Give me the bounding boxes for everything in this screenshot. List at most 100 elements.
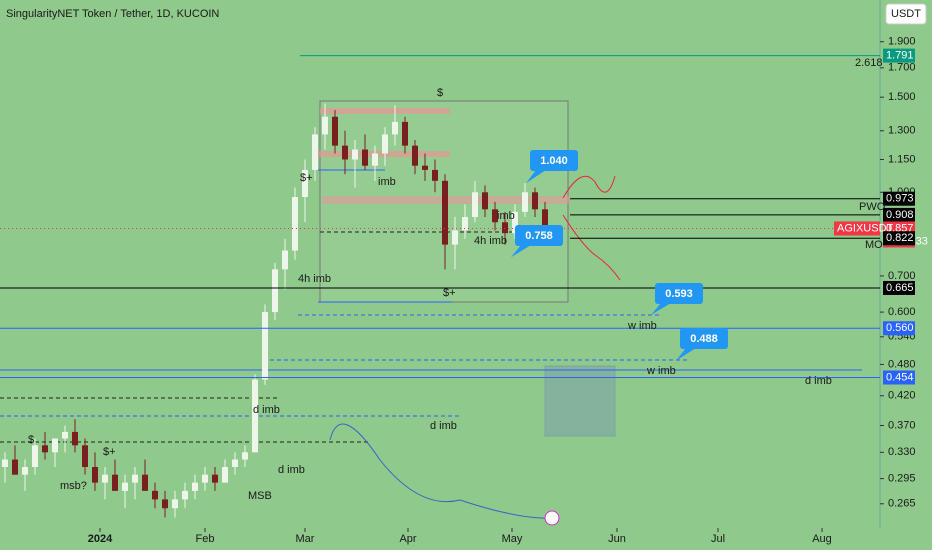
price-tag — [883, 231, 915, 246]
currency[interactable]: USDT — [891, 8, 921, 20]
y-tick-label: 1.300 — [888, 125, 916, 137]
candle-body — [152, 490, 158, 500]
x-tick-label: Mar — [296, 533, 315, 545]
annotation: $+ — [300, 172, 313, 184]
candle-body — [372, 153, 378, 166]
candle-body — [492, 209, 498, 223]
annotation: d imb — [253, 404, 280, 416]
y-tick-label: 0.330 — [888, 446, 916, 458]
annotation: imb — [497, 210, 515, 222]
candle-body — [542, 209, 548, 229]
callout-pointer — [651, 303, 671, 315]
callout-pointer — [511, 245, 531, 258]
candle-body — [322, 116, 328, 135]
candle-body — [412, 145, 418, 166]
annotation: imb — [378, 176, 396, 188]
callout-label: 0.593 — [665, 288, 693, 300]
symbol-tag — [834, 221, 880, 236]
candle-body — [82, 445, 88, 467]
x-tick-label: Feb — [196, 533, 215, 545]
flash-icon — [544, 510, 560, 526]
candle-body — [172, 499, 178, 509]
level-note: MO — [865, 239, 883, 251]
y-tick-label: 0.480 — [888, 358, 916, 370]
candle-body — [12, 459, 18, 475]
price-tag-label: 0.560 — [886, 322, 914, 334]
candle-body — [32, 445, 38, 467]
candle-body — [282, 250, 288, 270]
price-tag-label: 0.454 — [886, 371, 914, 383]
candle-body — [22, 466, 28, 475]
price-tag — [883, 370, 915, 385]
candle-body — [112, 474, 118, 491]
price-tag — [883, 207, 915, 222]
price-tag-label: 0.822 — [886, 232, 914, 244]
candle-body — [452, 230, 458, 245]
candle-body — [262, 312, 268, 380]
moving-average — [329, 423, 556, 519]
symbol-tag-label: AGIXUSDT — [837, 222, 894, 234]
candle-body — [42, 445, 48, 453]
candle-body — [212, 474, 218, 483]
annotation: d imb — [430, 420, 457, 432]
price-tag-label: 0.908 — [886, 209, 914, 221]
x-tick-label: 2024 — [88, 533, 113, 545]
y-tick-label: 1.900 — [888, 36, 916, 48]
projection — [562, 214, 621, 281]
candle-body — [242, 452, 248, 460]
candle-body — [332, 116, 338, 146]
y-tick-label: 0.420 — [888, 390, 916, 402]
price-tag — [883, 321, 915, 336]
candle-body — [92, 466, 98, 483]
candle-body — [362, 149, 368, 166]
price-tag — [883, 48, 915, 63]
annotation: $ — [28, 434, 34, 446]
price-tag — [883, 280, 915, 295]
candle-body — [132, 474, 138, 483]
callout-label: 0.758 — [525, 230, 553, 242]
price-tag-label: 0.973 — [886, 193, 914, 205]
annotation: d imb — [278, 464, 305, 476]
callout-box — [655, 283, 703, 304]
x-tick-label: Aug — [812, 533, 832, 545]
price-axis — [880, 0, 932, 530]
candle-body — [182, 490, 188, 500]
candle-body — [432, 169, 438, 181]
level-note: PWO — [859, 201, 886, 213]
zone — [318, 151, 450, 157]
candle-body — [312, 134, 318, 170]
annotation: $ — [437, 87, 443, 99]
candle-body — [382, 134, 388, 154]
candle-body — [482, 192, 488, 210]
candle-body — [202, 474, 208, 483]
candle-body — [102, 474, 108, 483]
candle-body — [532, 192, 538, 210]
candle-body — [522, 192, 528, 212]
annotation: d imb — [805, 375, 832, 387]
y-tick-label: 0.370 — [888, 419, 916, 431]
y-tick-label: 1.500 — [888, 91, 916, 103]
y-tick-label: 0.700 — [888, 270, 916, 282]
candle-body — [192, 482, 198, 491]
candle-body — [292, 197, 298, 251]
candle-body — [222, 466, 228, 483]
x-tick-label: Apr — [399, 533, 416, 545]
annotation: $+ — [103, 446, 116, 458]
projection — [562, 175, 616, 199]
annotation: $+ — [443, 287, 456, 299]
candle-body — [2, 459, 8, 467]
callout-pointer — [526, 170, 546, 184]
annotation: 4h imb — [298, 273, 331, 285]
callout-label: 1.040 — [540, 155, 568, 167]
candle-body — [402, 121, 408, 146]
annotation: w imb — [646, 365, 676, 377]
currency-button[interactable] — [885, 3, 927, 25]
annotation: w imb — [627, 320, 657, 332]
y-tick-label: 1.150 — [888, 153, 916, 165]
candle-body — [342, 145, 348, 160]
candle-body — [352, 149, 358, 160]
candle-body — [422, 165, 428, 170]
chart-title: SingularityNET Token / Tether, 1D, KUCOI… — [6, 8, 219, 20]
callout-pointer — [676, 348, 696, 361]
